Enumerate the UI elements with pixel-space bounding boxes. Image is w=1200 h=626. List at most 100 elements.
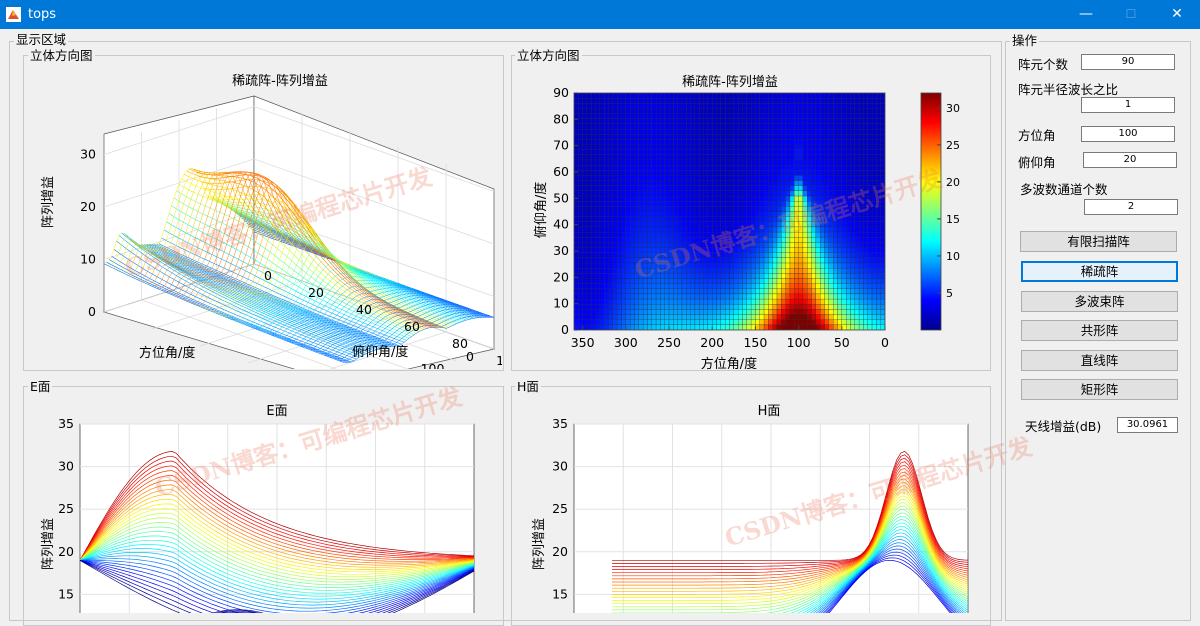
heatmap-cell xyxy=(850,273,855,279)
multibeam-array-button[interactable]: 多波束阵 xyxy=(1021,291,1178,312)
beams-field[interactable]: 2 xyxy=(1084,199,1178,215)
heatmap-cell xyxy=(686,149,691,155)
heatmap-cell xyxy=(621,226,626,233)
heatmap-cell xyxy=(733,165,739,171)
surface-mesh-line xyxy=(324,309,475,356)
heatmap-cell xyxy=(785,159,791,166)
heatmap-cell xyxy=(625,268,631,274)
heatmap-cell xyxy=(586,226,592,233)
conformal-array-button[interactable]: 共形阵 xyxy=(1021,320,1178,341)
heatmap-cell xyxy=(604,185,609,192)
heatmap-cell xyxy=(712,165,717,171)
series-line xyxy=(612,499,969,605)
heatmap-cell xyxy=(660,206,665,212)
heatmap-plot[interactable]: 稀疏阵-阵列增益 350 300 250 200 150 100 50 00102030405… xyxy=(512,64,990,369)
minimize-button[interactable]: — xyxy=(1079,6,1093,22)
heatmap-cell xyxy=(686,319,691,325)
heatmap-cell xyxy=(815,113,821,119)
heatmap-cell xyxy=(677,257,683,264)
heatmap-cell xyxy=(668,216,674,222)
heatmap-cell xyxy=(664,211,670,217)
heatmap-cell xyxy=(863,226,868,233)
heatmap-cell xyxy=(833,93,838,99)
heatmap-cell xyxy=(846,165,851,171)
heatmap-cell xyxy=(876,159,881,166)
close-button[interactable]: ✕ xyxy=(1171,6,1183,22)
heatmap-cell xyxy=(811,123,817,130)
heatmap-cell xyxy=(655,319,661,325)
heatmap-cell xyxy=(841,201,847,207)
heatmap-cell xyxy=(798,247,804,253)
heatmap-cell xyxy=(828,180,834,186)
maximize-button[interactable]: ☐ xyxy=(1125,7,1137,21)
heatmap-cell xyxy=(789,319,795,325)
element-count-field[interactable]: 90 xyxy=(1081,54,1175,70)
heatmap-cell xyxy=(647,304,652,310)
heatmap-cell xyxy=(660,134,665,140)
heatmap-cell xyxy=(617,319,622,325)
finite-scan-array-button[interactable]: 有限扫描阵 xyxy=(1020,231,1177,252)
heatmap-cell xyxy=(664,118,670,125)
heatmap-cell xyxy=(621,113,626,119)
heatmap-cell xyxy=(742,93,747,99)
e-plane-plot[interactable]: E面 101520253035 阵列增益 xyxy=(24,396,502,613)
heatmap-cell xyxy=(789,309,795,315)
linear-array-button[interactable]: 直线阵 xyxy=(1021,350,1178,371)
surface-plot[interactable]: 稀疏阵-阵列增益 0102030010020030040002040608010… xyxy=(24,64,502,369)
heatmap-cell xyxy=(807,108,812,114)
heatmap-cell xyxy=(677,231,683,238)
heatmap-cell xyxy=(591,257,596,264)
heatmap-cell xyxy=(824,268,829,274)
heatmap-cell xyxy=(811,252,817,258)
heatmap-cell xyxy=(742,324,747,330)
heatmap-cell xyxy=(802,144,808,150)
heatmap-cell xyxy=(582,159,588,166)
heatmap-cell xyxy=(707,257,713,264)
heatmap-cell xyxy=(858,180,864,186)
heatmap-cell xyxy=(733,159,739,166)
heatmap-cell xyxy=(582,314,588,320)
heatmap-cell xyxy=(591,123,596,130)
heatmap-cell xyxy=(837,231,842,238)
heatmap-cell xyxy=(604,149,609,155)
heatmap-cell xyxy=(668,190,674,197)
heatmap-cell xyxy=(638,159,644,166)
azimuth-field[interactable]: 100 xyxy=(1081,126,1175,142)
heatmap-cell xyxy=(595,134,601,140)
series-line xyxy=(612,464,969,574)
heatmap-cell xyxy=(802,216,808,222)
heatmap-cell xyxy=(781,252,786,258)
h-plane-plot[interactable]: H面 101520253035 阵列增益 xyxy=(512,396,990,613)
heatmap-cell xyxy=(811,216,817,222)
heatmap-cell xyxy=(846,149,851,155)
sparse-array-button[interactable]: 稀疏阵 xyxy=(1021,261,1178,282)
heatmap-cell xyxy=(586,304,592,310)
surface-ytick-label: 20 xyxy=(308,285,324,300)
heatmap-cell xyxy=(699,98,704,104)
heatmap-cell xyxy=(733,201,739,207)
heatmap-cell xyxy=(703,128,709,135)
heatmap-cell xyxy=(733,128,739,135)
rectangular-array-button[interactable]: 矩形阵 xyxy=(1021,379,1178,400)
heatmap-ytick-label: 20 xyxy=(553,269,569,284)
heatmap-cell xyxy=(820,324,825,330)
radius-ratio-field[interactable]: 1 xyxy=(1081,97,1175,113)
heatmap-cell xyxy=(863,252,868,258)
heatmap-cell xyxy=(681,298,687,305)
heatmap-cell xyxy=(789,180,795,186)
heatmap-cell xyxy=(647,175,652,181)
heatmap-cell xyxy=(854,144,860,150)
heatmap-cell xyxy=(789,278,795,284)
heatmap-cell xyxy=(763,298,769,305)
heatmap-cell xyxy=(738,190,743,197)
elevation-field[interactable]: 20 xyxy=(1083,152,1177,168)
heatmap-cell xyxy=(720,128,726,135)
heatmap-cell xyxy=(824,123,829,130)
heatmap-cell xyxy=(820,159,825,166)
heatmap-cell xyxy=(699,159,704,166)
heatmap-cell xyxy=(673,180,678,186)
heatmap-cell xyxy=(660,201,665,207)
heatmap-cell xyxy=(591,309,596,315)
heatmap-cell xyxy=(690,268,696,274)
heatmap-cell xyxy=(681,123,687,130)
